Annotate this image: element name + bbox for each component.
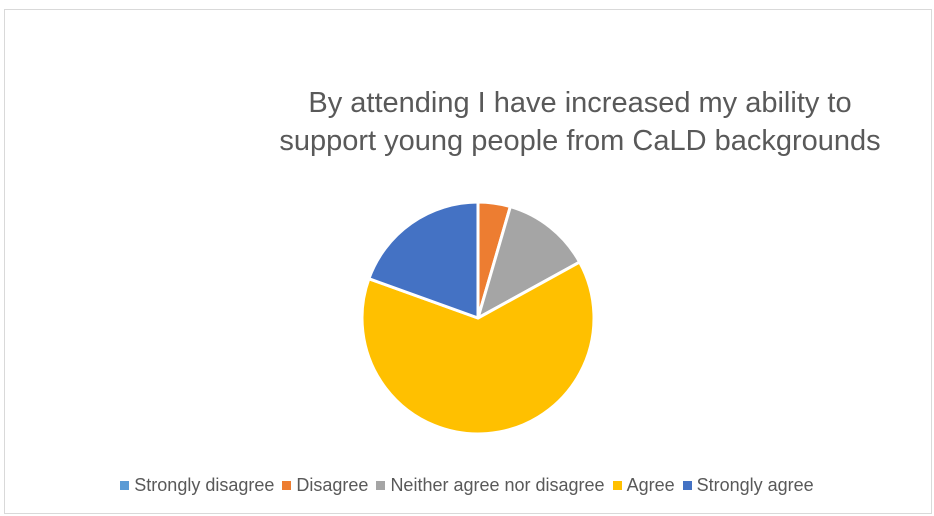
pie-slice-strongly-agree [367,200,480,320]
legend-item: Agree [612,475,675,496]
legend-item: Strongly disagree [120,475,274,496]
legend-label: Strongly agree [696,475,814,495]
chart-title-line-2: support young people from CaLD backgroun… [279,125,881,157]
legend-item: Neither agree nor disagree [376,475,605,496]
pie-slice-agree [360,260,596,436]
legend: Strongly disagree Disagree Neither agree n… [0,475,934,496]
chart-title-line-1: By attending I have increased my ability… [308,87,852,119]
legend-swatch [612,481,622,490]
legend-label: Strongly disagree [134,475,275,495]
legend-label: Neither agree nor disagree [390,475,605,495]
legend-label: Agree [626,475,675,495]
pie-slice-neither-agree-nor-disagree [476,205,582,320]
legend-label: Disagree [296,475,369,495]
legend-item: Disagree [282,475,368,496]
pie-chart [360,200,596,436]
legend-swatch [282,481,292,490]
legend-swatch [120,481,130,490]
legend-item: Strongly agree [682,475,814,496]
chart-title: By attending I have increased my ability… [215,84,934,160]
legend-swatch [376,481,386,490]
legend-swatch [682,481,692,490]
